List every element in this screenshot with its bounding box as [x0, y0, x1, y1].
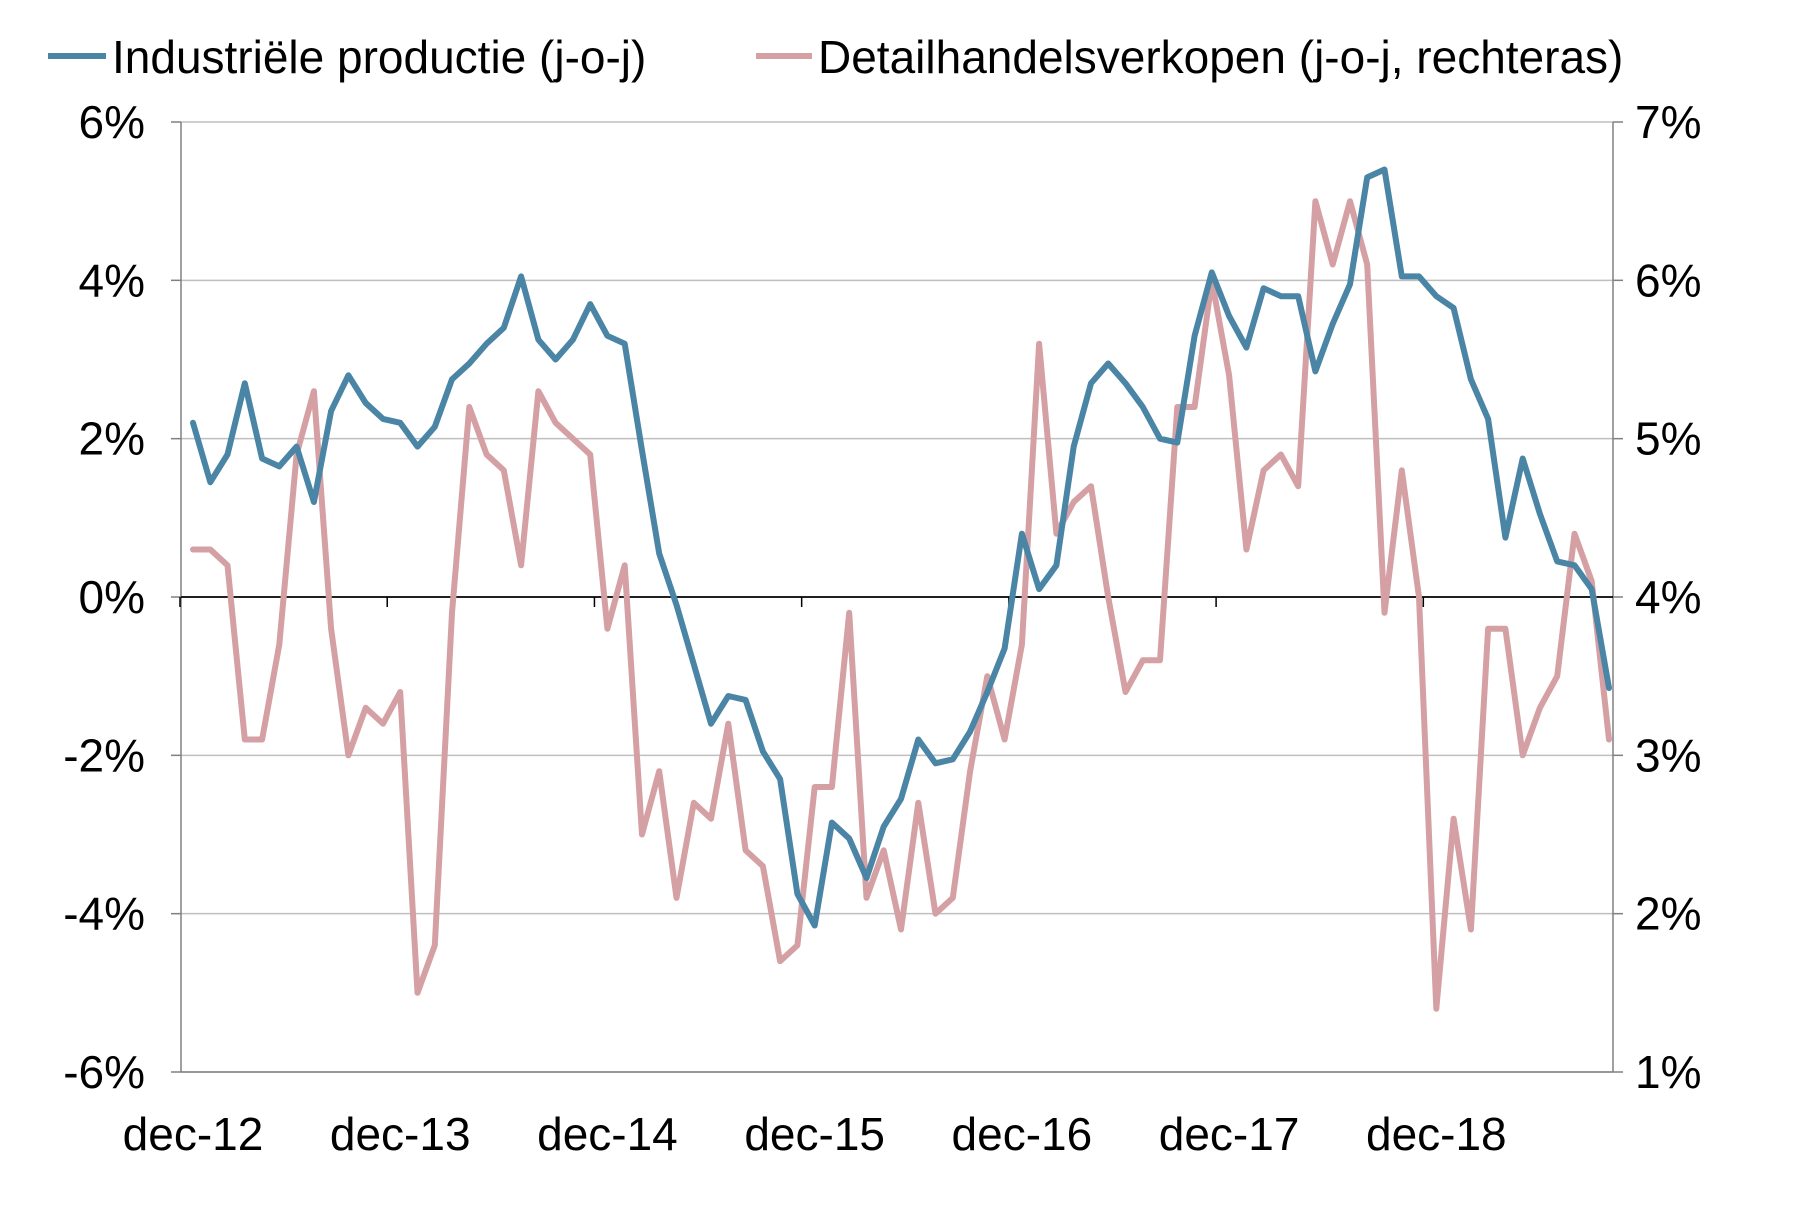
axes: -6% -4% -2% 0% 2% 4% 6% 1% 2% 3% 4% 5% 6% 7% dec-12 dec…: [63, 96, 1701, 1160]
x-tick-label: dec-17: [1159, 1108, 1300, 1160]
series-line-detailhandel: [190, 198, 1612, 1012]
y-right-tick-label: 1%: [1635, 1046, 1701, 1098]
y-right-tick-label: 2%: [1635, 888, 1701, 940]
legend: Industriële productie (j-o-j) Detailhande…: [48, 31, 1623, 83]
y-right-tick-label: 3%: [1635, 729, 1701, 781]
legend-label: Detailhandelsverkopen (j-o-j, rechteras): [818, 31, 1623, 83]
y-left-tick-label: 4%: [79, 254, 145, 306]
y-left-tick-label: 6%: [79, 96, 145, 148]
x-tick-label: dec-15: [744, 1108, 885, 1160]
y-right-tick-label: 4%: [1635, 571, 1701, 623]
x-tick-label: dec-16: [952, 1108, 1093, 1160]
x-tick-label: dec-13: [330, 1108, 471, 1160]
y-right-tick-label: 7%: [1635, 96, 1701, 148]
legend-label: Industriële productie (j-o-j): [112, 31, 646, 83]
y-left-tick-label: -4%: [63, 888, 145, 940]
y-left-tick-label: -2%: [63, 729, 145, 781]
y-left-tick-label: 0%: [79, 571, 145, 623]
y-left-tick-label: -6%: [63, 1046, 145, 1098]
y-right-tick-label: 5%: [1635, 413, 1701, 465]
series-lines: [190, 166, 1612, 1012]
y-right-tick-label: 6%: [1635, 254, 1701, 306]
x-tick-label: dec-12: [123, 1108, 264, 1160]
y-left-tick-label: 2%: [79, 413, 145, 465]
x-tick-label: dec-18: [1366, 1108, 1507, 1160]
series-line-industrie: [190, 166, 1612, 929]
x-tick-label: dec-14: [537, 1108, 678, 1160]
